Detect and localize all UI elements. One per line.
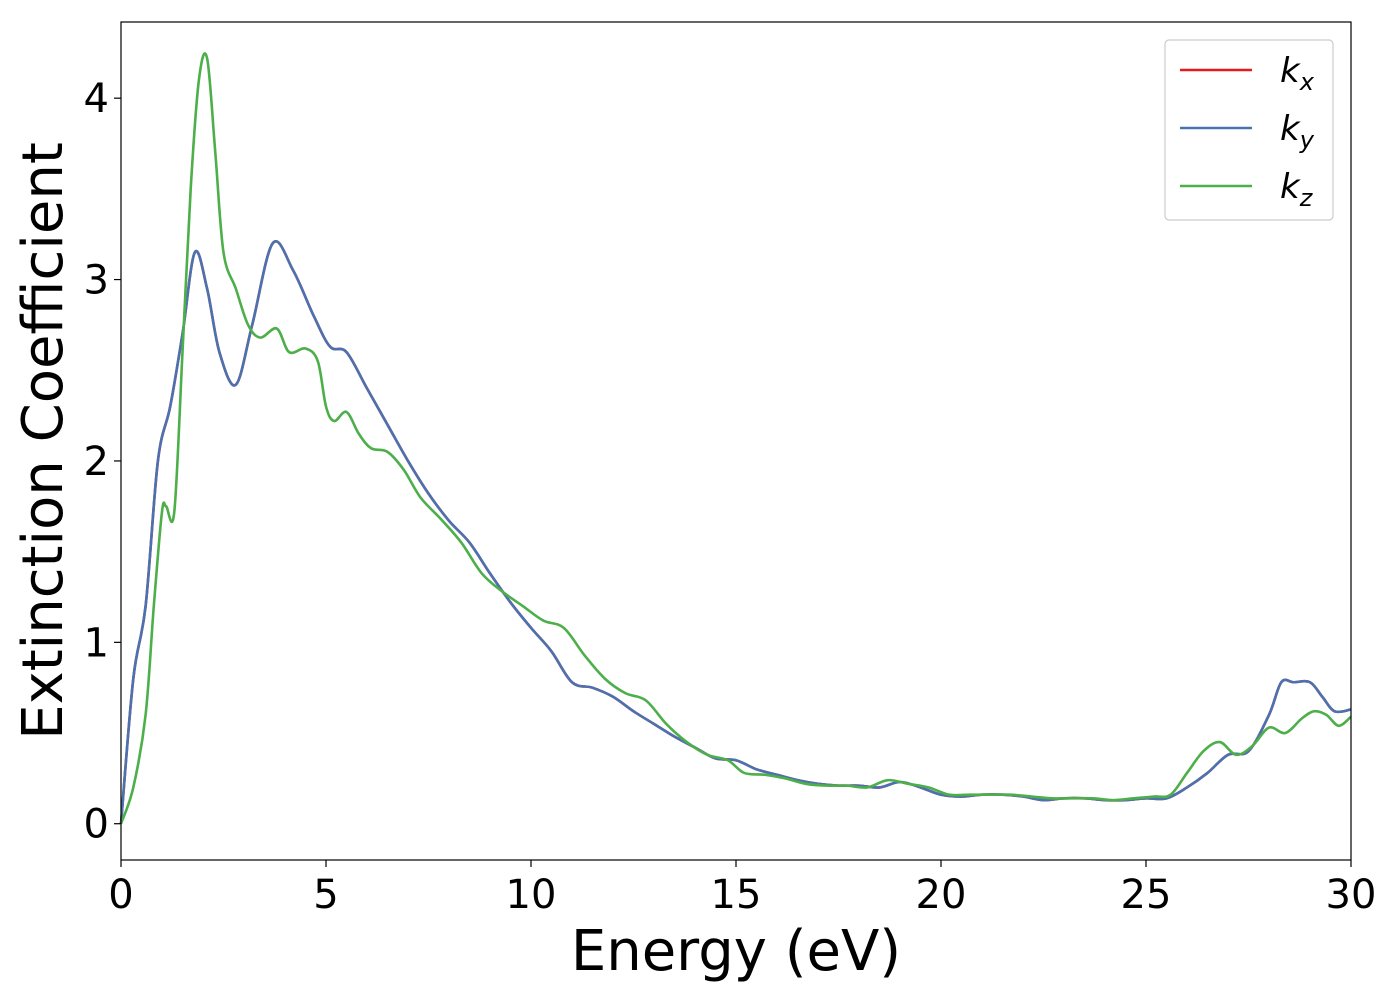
series-line-kz [119, 52, 1352, 825]
x-tick-label: 30 [1326, 872, 1377, 918]
x-tick-label: 10 [506, 872, 557, 918]
legend-label-kx: kx [1280, 51, 1315, 96]
x-tick-label: 15 [711, 872, 762, 918]
x-tick-label: 5 [313, 872, 338, 918]
y-axis-title: Extinction Coefficient [11, 142, 76, 740]
y-tick-label: 3 [84, 258, 109, 304]
axis-ticks: 0 5 10 15 20 25 30 0 1 2 3 4 [84, 76, 1377, 918]
x-axis-title: Energy (eV) [571, 919, 901, 984]
x-tick-label: 0 [108, 872, 133, 918]
x-tick-label: 25 [1121, 872, 1172, 918]
y-tick-label: 2 [84, 439, 109, 485]
series-lines [119, 52, 1352, 825]
y-tick-label: 0 [84, 802, 109, 848]
y-tick-label: 4 [84, 76, 109, 122]
x-tick-label: 20 [916, 872, 967, 918]
y-tick-label: 1 [84, 620, 109, 666]
legend-box [1164, 39, 1334, 221]
legend-label-ky: ky [1280, 109, 1315, 154]
